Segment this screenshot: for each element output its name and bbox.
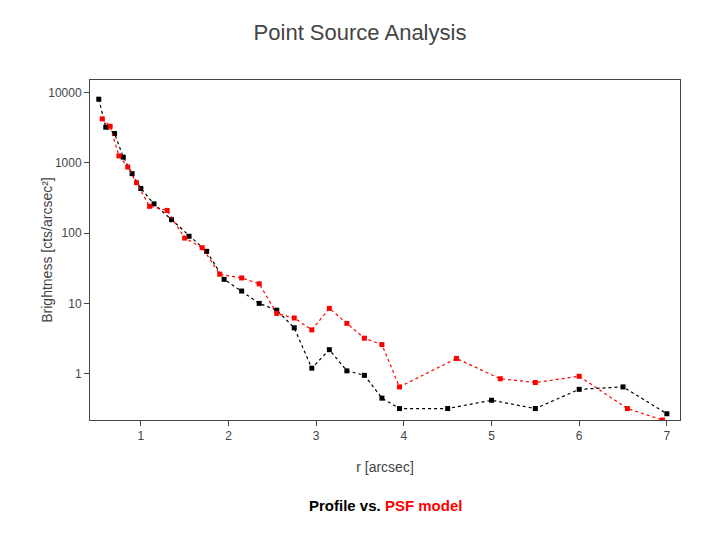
svg-text:10000: 10000	[48, 86, 82, 100]
svg-text:1000: 1000	[55, 156, 82, 170]
svg-text:3: 3	[313, 429, 320, 443]
svg-text:1: 1	[138, 429, 145, 443]
svg-text:Point Source Analysis: Point Source Analysis	[254, 20, 467, 45]
svg-text:4: 4	[401, 429, 408, 443]
svg-text:10: 10	[68, 297, 82, 311]
svg-text:5: 5	[488, 429, 495, 443]
svg-text:6: 6	[576, 429, 583, 443]
svg-text:Profile vs. PSF model: Profile vs. PSF model	[309, 497, 462, 514]
svg-text:Brightness [cts/arcsec²]: Brightness [cts/arcsec²]	[39, 177, 55, 323]
svg-text:100: 100	[62, 226, 82, 240]
svg-text:7: 7	[664, 429, 671, 443]
svg-text:r [arcsec]: r [arcsec]	[356, 459, 414, 475]
svg-text:2: 2	[225, 429, 232, 443]
svg-text:1: 1	[75, 367, 82, 381]
